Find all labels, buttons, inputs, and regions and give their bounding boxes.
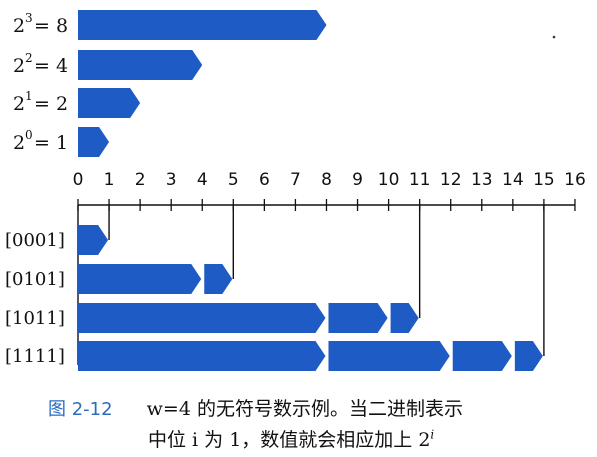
power-label-exponent: 0 [25, 128, 33, 142]
row-segment-8 [78, 303, 326, 333]
row-segment-2 [452, 341, 512, 371]
row-segment-1 [390, 303, 419, 333]
power-label-exponent: 3 [25, 11, 33, 25]
power-bar-2 [78, 50, 203, 80]
row-segment-1 [78, 225, 109, 255]
stray-dot [552, 35, 556, 39]
power-label-value: = 4 [34, 55, 68, 77]
axis-tick-label: 10 [378, 170, 400, 190]
caption-line-1: 图 2-12 w=4 的无符号数示例。当二进制表示 [48, 394, 463, 421]
power-label-base: 2 [13, 55, 25, 77]
power-bar-1 [78, 88, 141, 118]
caption-figure-number: 图 2-12 [48, 399, 113, 420]
axis-tick-label: 15 [533, 170, 555, 190]
row-segment-1 [204, 264, 233, 294]
power-label-value: = 2 [34, 93, 68, 115]
axis-tick-label: 16 [564, 170, 586, 190]
power-label-base: 2 [13, 15, 25, 37]
number-axis: 0 1 2 3 4 5 6 7 8 9 10 11 12 13 14 15 16 [73, 170, 586, 365]
row-label: [0101] [5, 269, 65, 290]
row-label: [1011] [5, 308, 65, 329]
power-label-value: = 8 [34, 15, 68, 37]
caption-text-2: 中位 i 为 1，数值就会相应加上 2 [148, 429, 431, 451]
binary-row-labels: [0001] [0101] [1011] [1111] [5, 230, 65, 367]
axis-tick-label: 0 [73, 170, 84, 190]
row-segment-4 [328, 341, 450, 371]
axis-tick-label: 3 [166, 170, 177, 190]
axis-tick-label: 8 [321, 170, 332, 190]
power-label-value: = 1 [34, 132, 68, 154]
axis-tick-label: 9 [352, 170, 363, 190]
axis-tick-label: 4 [197, 170, 208, 190]
row-segment-2 [328, 303, 388, 333]
row-label: [1111] [5, 346, 65, 367]
axis-tick-label: 2 [135, 170, 146, 190]
power-label-base: 2 [13, 132, 25, 154]
axis-tick-label: 13 [471, 170, 493, 190]
power-label-exponent: 1 [25, 89, 33, 103]
row-segment-1 [514, 341, 543, 371]
axis-tick-label: 1 [104, 170, 115, 190]
row-label: [0001] [5, 230, 65, 251]
caption-line-2: 中位 i 为 1，数值就会相应加上 2i [148, 425, 434, 452]
binary-row-bars [78, 225, 543, 371]
power-bar-0 [78, 127, 110, 157]
axis-tick-label: 11 [409, 170, 431, 190]
axis-tick-label: 14 [502, 170, 524, 190]
power-label-base: 2 [13, 93, 25, 115]
power-bar-3 [78, 10, 327, 40]
caption-text-1: w=4 的无符号数示例。当二进制表示 [146, 398, 463, 420]
row-segment-8 [78, 341, 326, 371]
axis-tick-label: 12 [440, 170, 462, 190]
row-segment-4 [78, 264, 202, 294]
axis-tick-label: 6 [259, 170, 270, 190]
value-leader-lines [108, 205, 545, 356]
axis-tick-label: 7 [290, 170, 301, 190]
power-label-exponent: 2 [25, 51, 33, 65]
axis-tick-label: 5 [228, 170, 239, 190]
power-bars [78, 10, 327, 157]
figure-caption: 图 2-12 w=4 的无符号数示例。当二进制表示 中位 i 为 1，数值就会相… [0, 392, 597, 452]
caption-superscript: i [430, 427, 435, 442]
